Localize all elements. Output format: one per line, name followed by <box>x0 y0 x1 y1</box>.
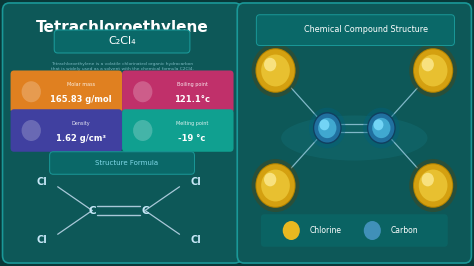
Circle shape <box>261 55 290 86</box>
Circle shape <box>252 159 300 212</box>
Text: Boiling point: Boiling point <box>177 82 208 87</box>
Circle shape <box>409 44 457 97</box>
Circle shape <box>413 163 453 208</box>
FancyBboxPatch shape <box>50 152 194 174</box>
Circle shape <box>318 118 337 138</box>
Text: -19 °c: -19 °c <box>179 134 206 143</box>
Circle shape <box>264 58 276 71</box>
Circle shape <box>419 55 447 86</box>
Circle shape <box>256 49 295 92</box>
Text: Cl: Cl <box>36 177 47 187</box>
Circle shape <box>374 119 383 130</box>
Circle shape <box>368 114 394 143</box>
Circle shape <box>413 48 453 93</box>
Text: Cl: Cl <box>190 177 201 187</box>
Text: 1.62 g/cm³: 1.62 g/cm³ <box>55 134 106 143</box>
Circle shape <box>372 118 391 138</box>
Circle shape <box>22 120 41 141</box>
Circle shape <box>252 44 300 97</box>
FancyBboxPatch shape <box>122 70 234 113</box>
Circle shape <box>422 58 434 71</box>
Text: C₂Cl₄: C₂Cl₄ <box>108 36 136 47</box>
Circle shape <box>409 159 457 212</box>
FancyBboxPatch shape <box>10 70 122 113</box>
Text: Tetrachloroethylene: Tetrachloroethylene <box>36 20 209 35</box>
Circle shape <box>414 164 452 207</box>
Text: Cl: Cl <box>190 235 201 245</box>
Circle shape <box>364 221 381 240</box>
Text: 165.83 g/mol: 165.83 g/mol <box>50 95 111 104</box>
Circle shape <box>309 108 346 148</box>
Text: Structure Formula: Structure Formula <box>95 160 158 166</box>
Circle shape <box>414 49 452 92</box>
Circle shape <box>133 81 153 102</box>
Circle shape <box>313 112 342 144</box>
Ellipse shape <box>281 115 428 160</box>
Circle shape <box>367 112 396 144</box>
Text: Tetrachloroethylene is a volatile chlorinated organic hydrocarbon
that is widely: Tetrachloroethylene is a volatile chlori… <box>51 62 193 71</box>
Text: Carbon: Carbon <box>390 226 418 235</box>
FancyBboxPatch shape <box>10 109 122 152</box>
Text: Density: Density <box>72 121 90 126</box>
FancyBboxPatch shape <box>261 214 448 247</box>
Text: 121.1°c: 121.1°c <box>174 95 210 104</box>
Circle shape <box>422 173 434 186</box>
FancyBboxPatch shape <box>2 3 242 263</box>
Circle shape <box>264 173 276 186</box>
FancyBboxPatch shape <box>256 15 455 45</box>
Text: C: C <box>88 206 96 215</box>
Circle shape <box>255 48 296 93</box>
FancyBboxPatch shape <box>122 109 234 152</box>
Circle shape <box>261 169 290 201</box>
Text: Molar mass: Molar mass <box>67 82 95 87</box>
FancyBboxPatch shape <box>237 3 471 263</box>
Circle shape <box>283 221 300 240</box>
Circle shape <box>419 169 447 201</box>
Text: Melting point: Melting point <box>176 121 209 126</box>
Circle shape <box>22 81 41 102</box>
Circle shape <box>314 114 340 143</box>
Text: Chlorine: Chlorine <box>309 226 341 235</box>
Circle shape <box>133 120 153 141</box>
Circle shape <box>255 163 296 208</box>
Circle shape <box>319 119 329 130</box>
Circle shape <box>363 108 400 148</box>
FancyBboxPatch shape <box>54 30 190 53</box>
Text: Chemical Compound Structure: Chemical Compound Structure <box>303 26 428 35</box>
Text: Cl: Cl <box>36 235 47 245</box>
Text: C: C <box>141 206 149 215</box>
Circle shape <box>256 164 295 207</box>
